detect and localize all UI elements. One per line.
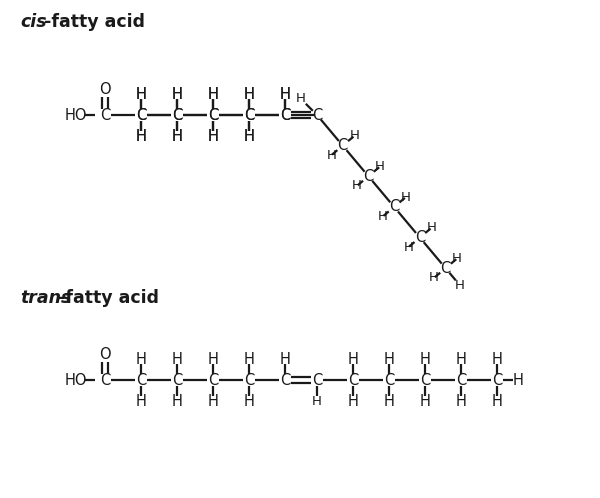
Text: H: H <box>172 87 182 102</box>
Text: C: C <box>338 138 348 153</box>
Text: C: C <box>244 373 254 387</box>
Text: H: H <box>136 87 146 102</box>
Text: H: H <box>244 352 254 367</box>
Text: C: C <box>136 373 146 387</box>
Text: H: H <box>403 241 413 253</box>
Text: O: O <box>99 347 111 362</box>
Text: H: H <box>347 393 358 408</box>
Text: H: H <box>378 210 388 223</box>
Text: C: C <box>136 108 146 123</box>
Text: C: C <box>244 108 254 123</box>
Text: H: H <box>419 352 430 367</box>
Text: H: H <box>136 87 146 102</box>
Text: C: C <box>389 199 399 215</box>
Text: H: H <box>244 128 254 143</box>
Text: C: C <box>415 230 425 245</box>
Text: C: C <box>312 373 322 387</box>
Text: H: H <box>136 128 146 143</box>
Text: cis: cis <box>20 13 47 31</box>
Text: H: H <box>136 352 146 367</box>
Text: H: H <box>208 128 218 143</box>
Text: C: C <box>312 108 322 123</box>
Text: C: C <box>384 373 394 387</box>
Text: C: C <box>280 373 290 387</box>
Text: H: H <box>383 393 394 408</box>
Text: -fatty acid: -fatty acid <box>58 289 159 307</box>
Text: H: H <box>491 352 502 367</box>
Text: C: C <box>440 261 451 276</box>
Text: H: H <box>326 149 336 162</box>
Text: C: C <box>136 108 146 123</box>
Text: C: C <box>172 108 182 123</box>
Text: H: H <box>375 160 385 173</box>
Text: H: H <box>136 393 146 408</box>
Text: C: C <box>208 108 218 123</box>
Text: H: H <box>347 352 358 367</box>
Text: H: H <box>312 394 322 407</box>
Text: H: H <box>280 352 290 367</box>
Text: H: H <box>419 393 430 408</box>
Text: H: H <box>383 352 394 367</box>
Text: H: H <box>244 87 254 102</box>
Text: HO: HO <box>65 373 88 387</box>
Text: C: C <box>208 108 218 123</box>
Text: C: C <box>456 373 466 387</box>
Text: H: H <box>208 352 218 367</box>
Text: C: C <box>492 373 502 387</box>
Text: H: H <box>427 222 436 235</box>
Text: H: H <box>452 252 462 265</box>
Text: H: H <box>401 191 410 204</box>
Text: C: C <box>420 373 430 387</box>
Text: H: H <box>491 393 502 408</box>
Text: C: C <box>208 373 218 387</box>
Text: C: C <box>348 373 358 387</box>
Text: C: C <box>172 373 182 387</box>
Text: -fatty acid: -fatty acid <box>44 13 145 31</box>
Text: H: H <box>280 87 290 102</box>
Text: C: C <box>280 108 290 123</box>
Text: C: C <box>280 108 290 123</box>
Text: H: H <box>208 87 218 102</box>
Text: H: H <box>455 278 464 291</box>
Text: H: H <box>455 393 466 408</box>
Text: H: H <box>136 128 146 143</box>
Text: H: H <box>208 87 218 102</box>
Text: H: H <box>172 393 182 408</box>
Text: H: H <box>244 87 254 102</box>
Text: H: H <box>349 129 359 142</box>
Text: HO: HO <box>65 108 88 123</box>
Text: C: C <box>363 169 374 184</box>
Text: C: C <box>244 108 254 123</box>
Text: H: H <box>208 393 218 408</box>
Text: H: H <box>172 352 182 367</box>
Text: H: H <box>172 87 182 102</box>
Text: H: H <box>172 128 182 143</box>
Text: H: H <box>352 179 362 192</box>
Text: C: C <box>172 108 182 123</box>
Text: O: O <box>99 82 111 97</box>
Text: trans: trans <box>20 289 71 307</box>
Text: H: H <box>455 352 466 367</box>
Text: H: H <box>244 128 254 143</box>
Text: H: H <box>296 92 306 105</box>
Text: H: H <box>512 373 523 387</box>
Text: H: H <box>280 87 290 102</box>
Text: C: C <box>100 108 110 123</box>
Text: H: H <box>208 128 218 143</box>
Text: H: H <box>244 393 254 408</box>
Text: C: C <box>100 373 110 387</box>
Text: H: H <box>429 271 439 284</box>
Text: H: H <box>172 128 182 143</box>
